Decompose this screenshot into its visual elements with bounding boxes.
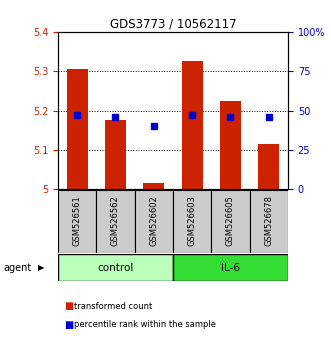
Text: ■: ■ [65, 320, 74, 330]
Text: GSM526605: GSM526605 [226, 195, 235, 246]
Text: agent: agent [3, 263, 31, 273]
Text: ■: ■ [65, 301, 74, 311]
Bar [250, 190, 288, 253]
Text: ▶: ▶ [38, 263, 45, 272]
Bar [67, 69, 88, 189]
Bar [258, 144, 279, 189]
Bar [173, 254, 288, 281]
Text: GSM526562: GSM526562 [111, 195, 120, 246]
Bar [143, 183, 164, 189]
Text: control: control [97, 263, 134, 273]
Text: GSM526678: GSM526678 [264, 195, 273, 246]
Bar [135, 190, 173, 253]
Bar [96, 190, 135, 253]
Bar [182, 61, 203, 189]
Text: IL-6: IL-6 [221, 263, 240, 273]
Text: GSM526561: GSM526561 [72, 195, 82, 246]
Bar [58, 254, 173, 281]
Bar [58, 190, 96, 253]
Bar [211, 190, 250, 253]
Text: transformed count: transformed count [74, 302, 153, 311]
Bar [105, 120, 126, 189]
Bar [173, 190, 211, 253]
Text: percentile rank within the sample: percentile rank within the sample [74, 320, 216, 330]
Title: GDS3773 / 10562117: GDS3773 / 10562117 [110, 18, 236, 31]
Text: GSM526602: GSM526602 [149, 195, 158, 246]
Text: GSM526603: GSM526603 [188, 195, 197, 246]
Bar [220, 101, 241, 189]
